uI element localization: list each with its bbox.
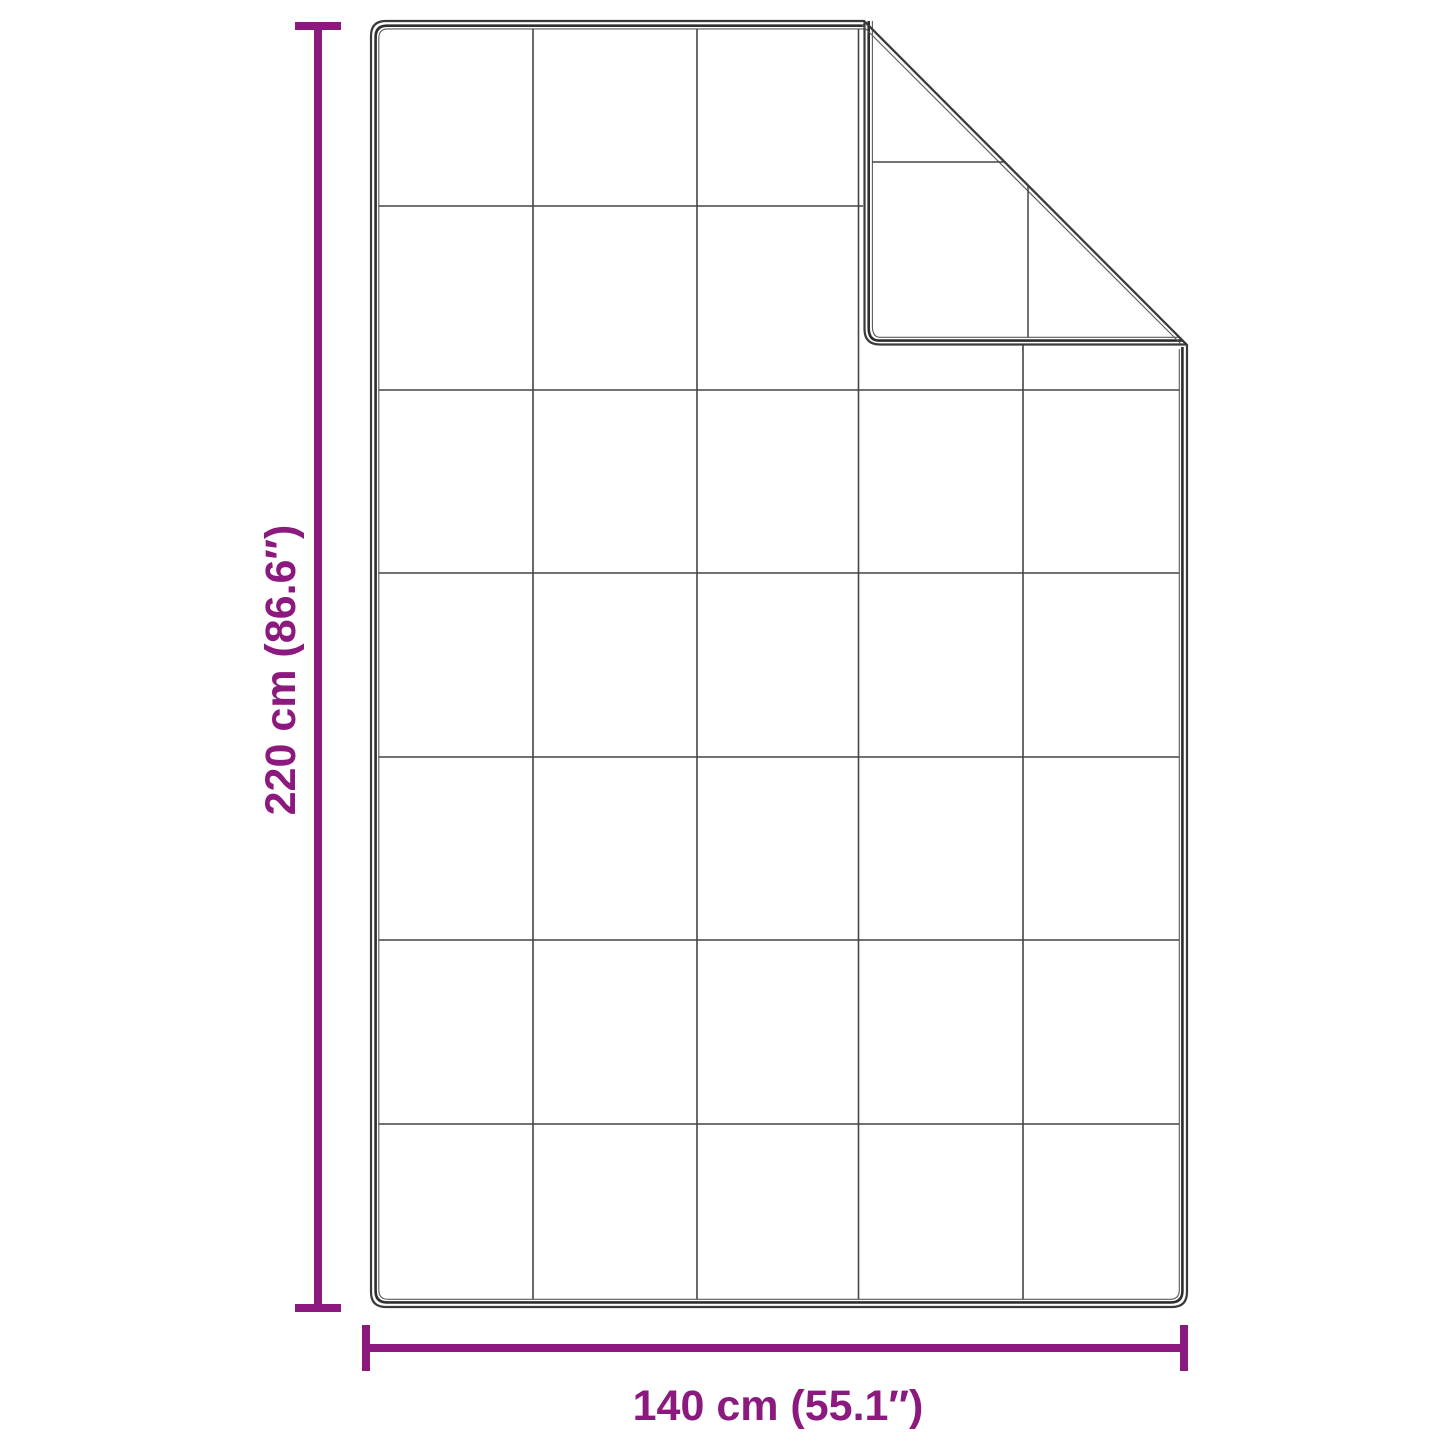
width-label: 140 cm (55.1″) xyxy=(633,1382,924,1430)
flap-hem-outer-line xyxy=(863,21,1186,346)
flap-hem-inner-line xyxy=(871,21,1180,338)
blanket-body xyxy=(369,19,1189,1309)
fold-crease-inner-line xyxy=(861,24,1182,345)
height-label: 220 cm (86.6″) xyxy=(257,525,305,816)
height-dimension: 220 cm (86.6″) xyxy=(257,22,341,1312)
blanket-outline xyxy=(369,19,1189,1309)
flap-hem-mid-line xyxy=(867,21,1183,342)
blanket-hem-mid-line xyxy=(374,24,1184,1304)
fold-crease-line xyxy=(863,20,1188,346)
fold-flap xyxy=(861,20,1188,346)
quilt-grid xyxy=(379,29,1179,1299)
width-dimension: 140 cm (55.1″) xyxy=(362,1325,1188,1430)
blanket-hem-inner-line xyxy=(378,28,1180,1300)
